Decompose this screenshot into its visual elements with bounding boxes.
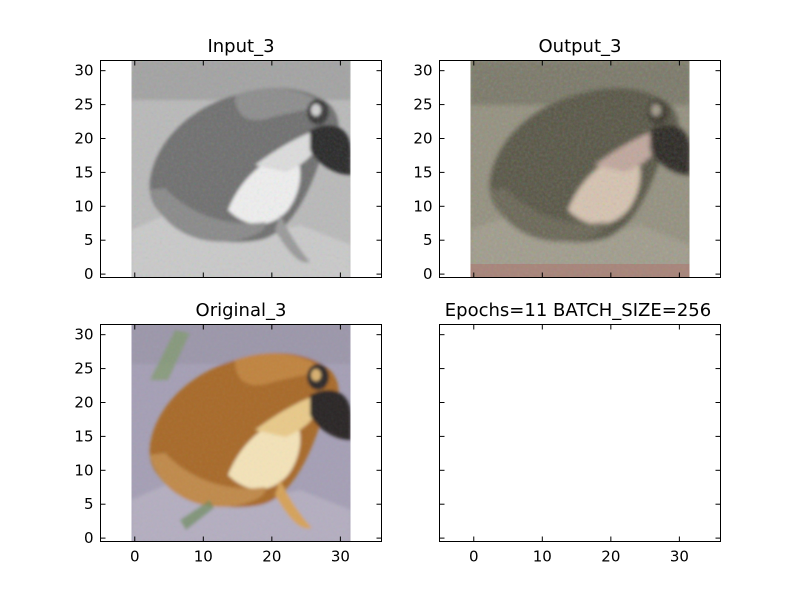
x-tick-label: 20 <box>262 548 281 566</box>
input-image <box>131 60 351 278</box>
empty-ticks: 0 10 20 30 <box>439 324 721 566</box>
y-tick-label: 10 <box>74 461 93 479</box>
original-title: Original_3 <box>196 300 287 321</box>
y-tick-label: 0 <box>84 529 94 547</box>
x-tick-label: 0 <box>130 548 140 566</box>
y-tick-label: 30 <box>74 62 93 80</box>
y-tick-label: 10 <box>413 197 432 215</box>
x-tick-label: 10 <box>194 548 213 566</box>
x-tick-label: 30 <box>670 548 689 566</box>
y-tick-label: 25 <box>413 96 432 114</box>
original-axes-frame <box>100 324 382 542</box>
y-tick-label: 30 <box>413 62 432 80</box>
original-image <box>131 324 351 542</box>
y-tick-label: 20 <box>413 129 432 147</box>
empty-axes-frame <box>439 324 721 542</box>
x-tick-label: 20 <box>601 548 620 566</box>
y-tick-label: 0 <box>423 265 433 283</box>
x-tick-label: 30 <box>331 548 350 566</box>
y-tick-label: 15 <box>74 427 93 445</box>
y-tick-label: 20 <box>74 129 93 147</box>
x-tick-label: 10 <box>533 548 552 566</box>
panel-original: 0 10 20 30 0 5 10 15 20 25 30 Original_3 <box>74 300 382 566</box>
y-tick-label: 30 <box>74 326 93 344</box>
x-tick-label: 0 <box>469 548 479 566</box>
panel-input: 0 5 10 15 20 25 30 Input_3 <box>74 36 382 283</box>
input-axes-frame <box>100 60 382 278</box>
y-tick-label: 10 <box>74 197 93 215</box>
input-ticks: 0 5 10 15 20 25 30 <box>74 60 382 283</box>
y-tick-label: 5 <box>84 495 94 513</box>
y-tick-label: 5 <box>423 231 433 249</box>
panel-output: 0 5 10 15 20 25 30 Output_3 <box>413 36 721 283</box>
y-tick-label: 20 <box>74 393 93 411</box>
output-axes-frame <box>439 60 721 278</box>
panel-empty: 0 10 20 30 Epochs=11 BATCH_SIZE=256 <box>439 300 721 566</box>
output-image <box>470 60 690 278</box>
y-tick-label: 25 <box>74 96 93 114</box>
original-ticks: 0 10 20 30 0 5 10 15 20 25 30 <box>74 324 382 566</box>
y-tick-label: 15 <box>74 163 93 181</box>
y-tick-label: 25 <box>74 360 93 378</box>
y-tick-label: 15 <box>413 163 432 181</box>
y-tick-label: 5 <box>84 231 94 249</box>
empty-title: Epochs=11 BATCH_SIZE=256 <box>445 300 711 321</box>
output-ticks: 0 5 10 15 20 25 30 <box>413 60 721 283</box>
input-title: Input_3 <box>207 36 274 57</box>
output-title: Output_3 <box>539 36 622 57</box>
y-tick-label: 0 <box>84 265 94 283</box>
